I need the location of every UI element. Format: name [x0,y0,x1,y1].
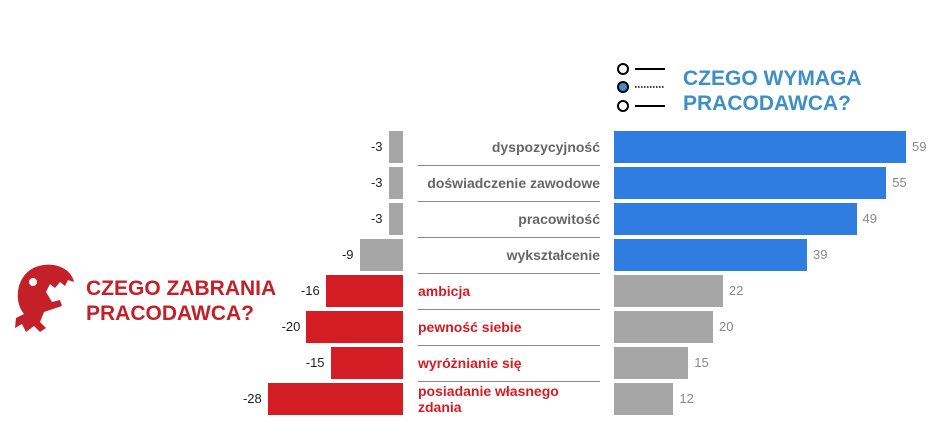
value-label-right: 55 [892,175,907,190]
value-label-left: -3 [370,139,383,154]
value-label-left: -16 [300,283,320,298]
bar-left [388,167,403,199]
bar-right [614,239,808,271]
row-separator [418,309,600,310]
row-separator [418,381,600,382]
category-label: ambicja [418,274,600,308]
value-label-left: -15 [305,355,325,370]
value-label-right: 49 [862,211,878,226]
row-separator [418,345,600,346]
value-label-right: 39 [813,247,828,262]
bar-right [614,275,723,307]
value-label-right: 59 [912,139,927,154]
value-label-right: 15 [694,355,709,370]
category-label-text: pewność siebie [418,319,522,335]
category-label: pewność siebie [418,310,600,344]
monster-icon [10,262,75,339]
value-label-left: -28 [242,391,262,406]
right-title: CZEGO WYMAGA PRACODAWCA? [683,66,862,116]
bar-left [330,347,403,379]
value-label-left: -3 [370,211,383,226]
category-label: doświadczenie zawodowe [418,166,600,200]
category-label: dyspozycyjność [418,130,600,164]
bar-left [388,203,403,235]
value-label-right: 20 [719,319,734,334]
bar-left [267,383,403,415]
row-separator [418,201,600,202]
category-label-text: wyróżnianie się [418,355,522,371]
bar-left [388,131,403,163]
bar-right [614,347,689,379]
category-label-text: pracowitość [518,211,600,227]
left-title-line1: CZEGO ZABRANIA [86,277,277,300]
row-separator [418,165,600,166]
right-title-line1: CZEGO WYMAGA [683,67,862,90]
right-title-line2: PRACODAWCA? [683,92,851,115]
bar-left [306,311,403,343]
bar-right [614,131,907,163]
category-label: posiadanie własnego zdania [418,382,600,416]
bar-left [359,239,403,271]
category-label-text: doświadczenie zawodowe [427,175,600,191]
category-label-text: dyspozycyjność [491,139,600,155]
bar-left [325,275,403,307]
category-label: wykształcenie [418,238,600,272]
value-label-right: 12 [679,391,694,406]
category-label-text: ambicja [418,283,471,299]
category-label: wyróżnianie się [418,346,600,380]
bar-right [614,311,713,343]
category-label: pracowitość [418,202,600,236]
value-label-left: -3 [370,175,383,190]
value-label-left: -20 [281,319,301,334]
category-label-text: posiadanie własnego zdania [418,383,559,415]
value-label-right: 22 [728,283,744,298]
legend-icon [615,60,670,120]
left-title: CZEGO ZABRANIA PRACODAWCA? [86,276,276,326]
row-separator [418,237,600,238]
category-label-text: wykształcenie [506,247,600,263]
bar-right [614,383,674,415]
bar-right [614,203,857,235]
value-label-left: -9 [341,247,354,262]
left-title-line2: PRACODAWCA? [86,302,254,325]
bar-right [614,167,887,199]
row-separator [418,273,600,274]
